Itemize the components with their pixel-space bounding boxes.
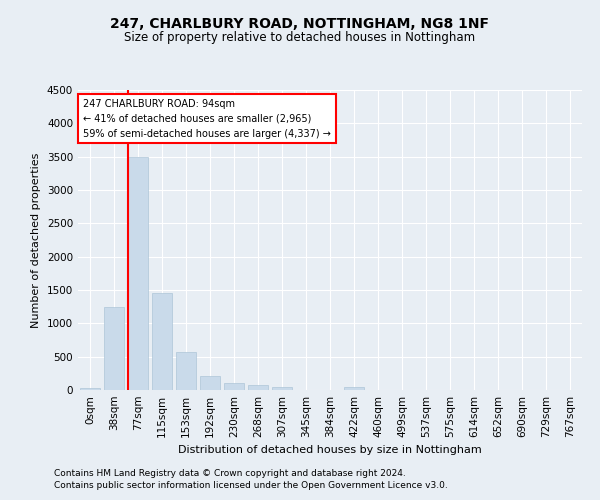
Text: 247, CHARLBURY ROAD, NOTTINGHAM, NG8 1NF: 247, CHARLBURY ROAD, NOTTINGHAM, NG8 1NF bbox=[110, 18, 490, 32]
Bar bbox=[104, 306, 124, 390]
Y-axis label: Number of detached properties: Number of detached properties bbox=[31, 152, 41, 328]
Bar bbox=[152, 294, 172, 390]
Bar bbox=[200, 376, 220, 390]
Text: 247 CHARLBURY ROAD: 94sqm
← 41% of detached houses are smaller (2,965)
59% of se: 247 CHARLBURY ROAD: 94sqm ← 41% of detac… bbox=[83, 99, 331, 138]
Bar bbox=[224, 382, 244, 390]
Bar bbox=[176, 352, 196, 390]
Text: Contains public sector information licensed under the Open Government Licence v3: Contains public sector information licen… bbox=[54, 481, 448, 490]
Bar bbox=[272, 387, 292, 390]
Bar bbox=[248, 385, 268, 390]
Text: Size of property relative to detached houses in Nottingham: Size of property relative to detached ho… bbox=[124, 31, 476, 44]
Bar bbox=[80, 388, 100, 390]
X-axis label: Distribution of detached houses by size in Nottingham: Distribution of detached houses by size … bbox=[178, 446, 482, 456]
Bar bbox=[344, 388, 364, 390]
Text: Contains HM Land Registry data © Crown copyright and database right 2024.: Contains HM Land Registry data © Crown c… bbox=[54, 468, 406, 477]
Bar bbox=[128, 156, 148, 390]
